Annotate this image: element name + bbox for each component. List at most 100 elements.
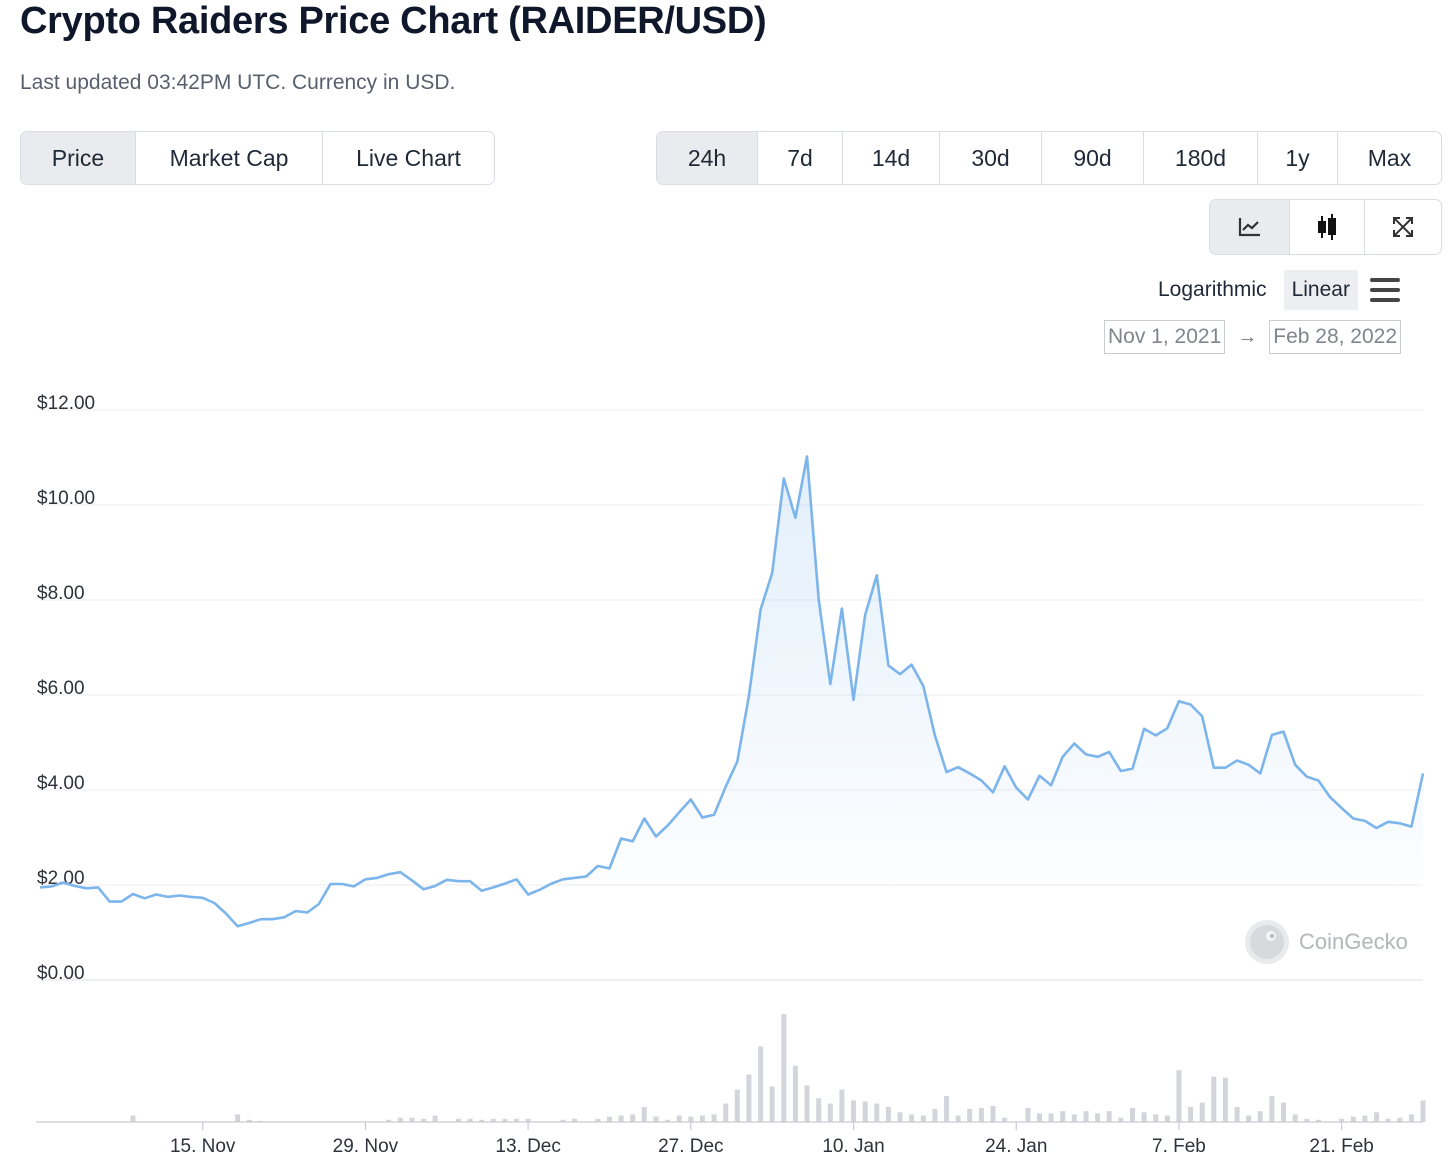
range-1y[interactable]: 1y <box>1258 132 1338 184</box>
volume-bar <box>1420 1100 1426 1122</box>
volume-bar <box>827 1103 833 1122</box>
hamburger-menu-icon[interactable] <box>1369 278 1400 302</box>
x-tick-label: 27. Dec <box>658 1136 723 1157</box>
volume-bar <box>874 1103 880 1122</box>
volume-bar <box>1397 1117 1403 1122</box>
x-tick-label: 7. Feb <box>1152 1136 1206 1157</box>
volume-bars <box>130 1014 1426 1122</box>
range-180d[interactable]: 180d <box>1144 132 1258 184</box>
volume-bar <box>653 1116 659 1122</box>
volume-bar <box>1246 1115 1252 1122</box>
volume-bar <box>1408 1114 1414 1122</box>
x-axis: 15. Nov 29. Nov 13. Dec 27. Dec 10. Jan 24. J… <box>36 1121 1423 1157</box>
y-tick-label: $2.00 <box>37 868 85 889</box>
chart-type-switcher <box>1209 199 1442 255</box>
volume-bar <box>641 1106 647 1122</box>
volume-bar <box>572 1118 578 1122</box>
range-24h[interactable]: 24h <box>657 132 758 184</box>
y-tick-label: $4.00 <box>37 773 85 794</box>
volume-bar <box>1188 1106 1194 1122</box>
volume-bar <box>1234 1106 1240 1122</box>
grid-lines <box>40 409 1423 981</box>
volume-bar <box>1037 1113 1042 1122</box>
date-to-input[interactable]: Feb 28, 2022 <box>1269 320 1402 354</box>
arrow-right-icon: → <box>1237 325 1258 348</box>
volume-bar <box>1281 1102 1286 1122</box>
x-tick-label: 15. Nov <box>170 1136 236 1157</box>
volume-bar <box>944 1096 949 1122</box>
logarithmic-toggle[interactable]: Logarithmic <box>1158 278 1267 301</box>
volume-bar <box>502 1118 508 1122</box>
date-from-input[interactable]: Nov 1, 2021 <box>1104 320 1226 354</box>
line-chart-icon[interactable] <box>1210 200 1290 254</box>
y-tick-label: $0.00 <box>37 963 85 984</box>
volume-bar <box>758 1046 764 1122</box>
volume-bar <box>514 1118 519 1122</box>
volume-bar <box>711 1114 717 1122</box>
volume-bar <box>1211 1076 1217 1122</box>
volume-bar <box>409 1117 415 1122</box>
x-tick-label: 10. Jan <box>822 1136 884 1157</box>
volume-bar <box>978 1108 984 1122</box>
volume-bar <box>897 1112 903 1122</box>
fullscreen-icon[interactable] <box>1365 200 1441 254</box>
y-tick-label: $6.00 <box>37 678 85 699</box>
volume-bar <box>1118 1117 1124 1122</box>
volume-bar <box>1083 1111 1089 1122</box>
volume-bar <box>1048 1113 1054 1122</box>
range-90d[interactable]: 90d <box>1042 132 1144 184</box>
volume-bar <box>618 1115 624 1122</box>
volume-bar <box>734 1089 740 1122</box>
volume-bar <box>246 1119 252 1122</box>
volume-bar <box>862 1101 868 1122</box>
y-tick-label: $10.00 <box>37 488 95 509</box>
watermark-text: CoinGecko <box>1299 929 1408 954</box>
volume-bar <box>839 1089 845 1122</box>
range-max[interactable]: Max <box>1367 144 1412 171</box>
volume-bar <box>1292 1114 1298 1122</box>
volume-bar <box>1222 1077 1228 1122</box>
candlestick-icon[interactable] <box>1290 200 1365 254</box>
range-14d[interactable]: 14d <box>843 132 940 184</box>
volume-bar <box>630 1114 636 1122</box>
volume-bar <box>607 1116 612 1122</box>
volume-bar <box>688 1116 694 1122</box>
volume-bar <box>851 1100 856 1122</box>
volume-bar <box>955 1115 961 1122</box>
linear-toggle[interactable]: Linear <box>1283 270 1358 310</box>
range-30d[interactable]: 30d <box>940 132 1042 184</box>
volume-bar <box>1060 1111 1066 1122</box>
volume-bar <box>1304 1118 1310 1122</box>
range-7d[interactable]: 7d <box>758 132 843 184</box>
volume-bar <box>1315 1119 1321 1122</box>
tab-price[interactable]: Price <box>21 132 136 184</box>
range-tabs: 24h 7d 14d 30d 90d 180d 1y Max <box>656 131 1442 185</box>
price-area <box>39 455 1425 928</box>
volume-bar <box>1176 1070 1182 1122</box>
volume-bar <box>781 1014 787 1122</box>
volume-bar <box>455 1118 461 1122</box>
volume-bar <box>479 1119 485 1122</box>
volume-bar <box>1374 1112 1379 1122</box>
volume-bar <box>920 1115 926 1122</box>
x-tick-label: 21. Feb <box>1309 1136 1373 1157</box>
tab-market-cap[interactable]: Market Cap <box>136 132 323 184</box>
price-line <box>39 455 1425 928</box>
last-updated-text: Last updated 03:42PM UTC. Currency in US… <box>20 71 456 94</box>
volume-bar <box>746 1074 752 1122</box>
volume-bar <box>699 1115 705 1122</box>
view-tabs: Price Market Cap Live Chart <box>20 131 495 185</box>
volume-bar <box>1350 1116 1356 1122</box>
volume-bar <box>723 1103 729 1122</box>
volume-bar <box>130 1115 136 1122</box>
y-tick-label: $8.00 <box>37 583 85 604</box>
volume-bar <box>1257 1111 1263 1122</box>
volume-bar <box>1130 1108 1135 1122</box>
volume-bar <box>1095 1113 1101 1122</box>
tab-live-chart[interactable]: Live Chart <box>356 144 461 171</box>
volume-bar <box>909 1114 915 1122</box>
volume-bar <box>932 1109 938 1122</box>
volume-bar <box>235 1114 241 1122</box>
volume-bar <box>665 1119 671 1122</box>
